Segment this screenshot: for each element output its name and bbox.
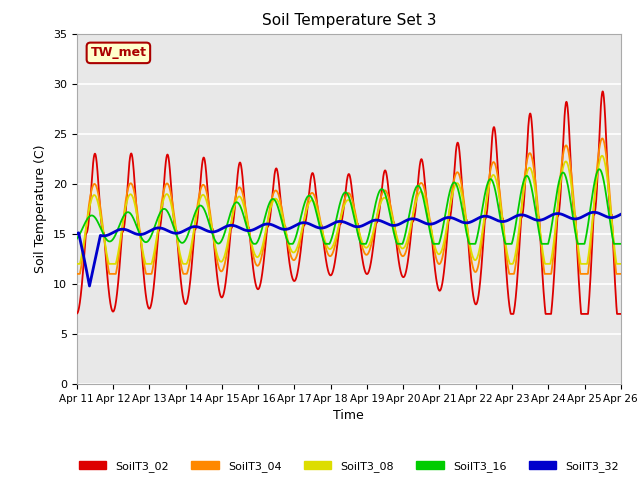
Line: SoilT3_16: SoilT3_16 bbox=[77, 169, 621, 244]
SoilT3_02 bbox=[225, 251, 232, 257]
SoilT3_32 bbox=[189, 224, 197, 229]
SoilT3_32 bbox=[73, 231, 81, 237]
SoilT3_16 bbox=[189, 215, 197, 221]
Line: SoilT3_04: SoilT3_04 bbox=[77, 138, 621, 274]
SoilT3_04 bbox=[617, 271, 625, 277]
SoilT3_16 bbox=[73, 236, 81, 241]
Legend: SoilT3_02, SoilT3_04, SoilT3_08, SoilT3_16, SoilT3_32: SoilT3_02, SoilT3_04, SoilT3_08, SoilT3_… bbox=[74, 457, 623, 477]
SoilT3_04 bbox=[189, 234, 197, 240]
Y-axis label: Soil Temperature (C): Soil Temperature (C) bbox=[35, 144, 47, 273]
SoilT3_16 bbox=[595, 167, 603, 172]
SoilT3_08 bbox=[598, 153, 606, 158]
SoilT3_02 bbox=[617, 311, 625, 317]
SoilT3_32 bbox=[225, 223, 233, 228]
SoilT3_08 bbox=[617, 261, 625, 267]
SoilT3_32 bbox=[412, 216, 419, 222]
Line: SoilT3_08: SoilT3_08 bbox=[77, 156, 621, 264]
SoilT3_08 bbox=[565, 168, 573, 173]
SoilT3_16 bbox=[412, 186, 419, 192]
SoilT3_02 bbox=[189, 243, 197, 249]
SoilT3_02 bbox=[73, 311, 81, 316]
Title: Soil Temperature Set 3: Soil Temperature Set 3 bbox=[262, 13, 436, 28]
SoilT3_02 bbox=[402, 270, 410, 276]
SoilT3_04 bbox=[617, 271, 625, 277]
SoilT3_04 bbox=[225, 238, 232, 244]
SoilT3_04 bbox=[412, 198, 419, 204]
SoilT3_16 bbox=[225, 216, 232, 222]
SoilT3_02 bbox=[599, 88, 607, 94]
SoilT3_16 bbox=[402, 229, 410, 235]
SoilT3_08 bbox=[225, 234, 232, 240]
SoilT3_08 bbox=[412, 202, 419, 207]
SoilT3_08 bbox=[402, 242, 410, 248]
SoilT3_16 bbox=[617, 241, 625, 247]
X-axis label: Time: Time bbox=[333, 409, 364, 422]
SoilT3_04 bbox=[598, 135, 606, 141]
SoilT3_02 bbox=[617, 311, 625, 317]
SoilT3_04 bbox=[402, 249, 410, 255]
SoilT3_16 bbox=[565, 190, 573, 196]
SoilT3_04 bbox=[565, 152, 573, 158]
SoilT3_02 bbox=[412, 209, 419, 215]
SoilT3_08 bbox=[189, 230, 197, 236]
SoilT3_32 bbox=[617, 212, 625, 217]
SoilT3_32 bbox=[565, 215, 573, 220]
Line: SoilT3_02: SoilT3_02 bbox=[77, 91, 621, 314]
SoilT3_32 bbox=[86, 283, 93, 289]
SoilT3_16 bbox=[617, 241, 625, 247]
SoilT3_32 bbox=[590, 209, 598, 215]
SoilT3_02 bbox=[507, 311, 515, 317]
SoilT3_08 bbox=[73, 261, 81, 267]
SoilT3_04 bbox=[73, 271, 81, 277]
SoilT3_32 bbox=[402, 218, 410, 224]
SoilT3_02 bbox=[565, 130, 573, 135]
Line: SoilT3_32: SoilT3_32 bbox=[77, 212, 621, 286]
Text: TW_met: TW_met bbox=[90, 47, 147, 60]
SoilT3_32 bbox=[617, 211, 625, 217]
SoilT3_08 bbox=[617, 261, 625, 267]
SoilT3_16 bbox=[250, 241, 257, 247]
